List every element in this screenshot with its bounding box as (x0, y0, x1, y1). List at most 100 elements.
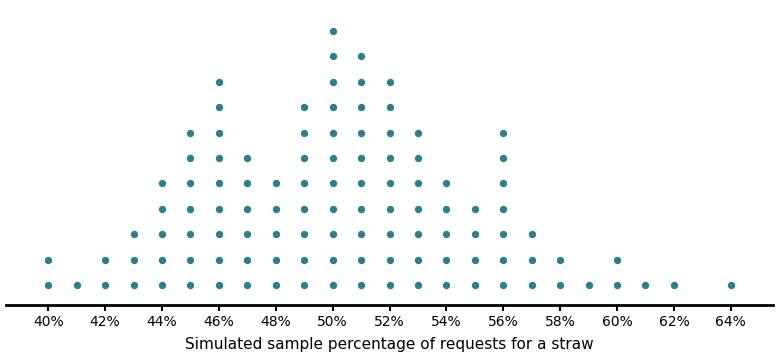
Point (42, 282, 55, 288)
Point (383, 257, 396, 262)
X-axis label: Simulated sample percentage of requests for a straw: Simulated sample percentage of requests … (185, 338, 594, 352)
Point (554, 257, 566, 262)
Point (469, 231, 481, 237)
Point (270, 282, 282, 288)
Point (156, 180, 168, 186)
Point (213, 257, 225, 262)
Point (354, 53, 367, 59)
Point (241, 206, 253, 212)
Point (724, 282, 737, 288)
Point (270, 206, 282, 212)
Point (184, 206, 196, 212)
Point (526, 231, 538, 237)
Point (412, 180, 425, 186)
Point (326, 79, 339, 84)
Point (354, 206, 367, 212)
Point (298, 282, 310, 288)
Point (326, 257, 339, 262)
Point (326, 231, 339, 237)
Point (383, 231, 396, 237)
Point (42, 257, 55, 262)
Point (184, 180, 196, 186)
Point (412, 257, 425, 262)
Point (70, 282, 83, 288)
Point (412, 155, 425, 161)
Point (354, 180, 367, 186)
Point (241, 257, 253, 262)
Point (383, 130, 396, 135)
Point (354, 257, 367, 262)
Point (156, 257, 168, 262)
Point (213, 282, 225, 288)
Point (213, 231, 225, 237)
Point (440, 282, 453, 288)
Point (354, 282, 367, 288)
Point (640, 282, 652, 288)
Point (298, 206, 310, 212)
Point (583, 282, 595, 288)
Point (326, 155, 339, 161)
Point (241, 180, 253, 186)
Point (354, 155, 367, 161)
Point (298, 231, 310, 237)
Point (213, 79, 225, 84)
Point (270, 231, 282, 237)
Point (127, 231, 139, 237)
Point (184, 130, 196, 135)
Point (526, 257, 538, 262)
Point (611, 282, 623, 288)
Point (383, 282, 396, 288)
Point (326, 130, 339, 135)
Point (127, 282, 139, 288)
Point (298, 180, 310, 186)
Point (99, 282, 111, 288)
Point (469, 282, 481, 288)
Point (440, 206, 453, 212)
Point (383, 155, 396, 161)
Point (184, 231, 196, 237)
Point (326, 206, 339, 212)
Point (440, 180, 453, 186)
Point (440, 231, 453, 237)
Point (127, 257, 139, 262)
Point (213, 104, 225, 110)
Point (354, 79, 367, 84)
Point (497, 155, 509, 161)
Point (298, 155, 310, 161)
Point (497, 180, 509, 186)
Point (354, 104, 367, 110)
Point (213, 206, 225, 212)
Point (184, 257, 196, 262)
Point (412, 231, 425, 237)
Point (241, 231, 253, 237)
Point (383, 104, 396, 110)
Point (99, 257, 111, 262)
Point (270, 180, 282, 186)
Point (440, 257, 453, 262)
Point (156, 282, 168, 288)
Point (412, 130, 425, 135)
Point (611, 257, 623, 262)
Point (184, 155, 196, 161)
Point (497, 231, 509, 237)
Point (326, 28, 339, 34)
Point (213, 130, 225, 135)
Point (326, 282, 339, 288)
Point (298, 104, 310, 110)
Point (354, 130, 367, 135)
Point (668, 282, 680, 288)
Point (383, 180, 396, 186)
Point (156, 206, 168, 212)
Point (383, 79, 396, 84)
Point (241, 155, 253, 161)
Point (497, 206, 509, 212)
Point (326, 104, 339, 110)
Point (213, 155, 225, 161)
Point (469, 206, 481, 212)
Point (241, 282, 253, 288)
Point (354, 231, 367, 237)
Point (326, 180, 339, 186)
Point (156, 231, 168, 237)
Point (526, 282, 538, 288)
Point (412, 282, 425, 288)
